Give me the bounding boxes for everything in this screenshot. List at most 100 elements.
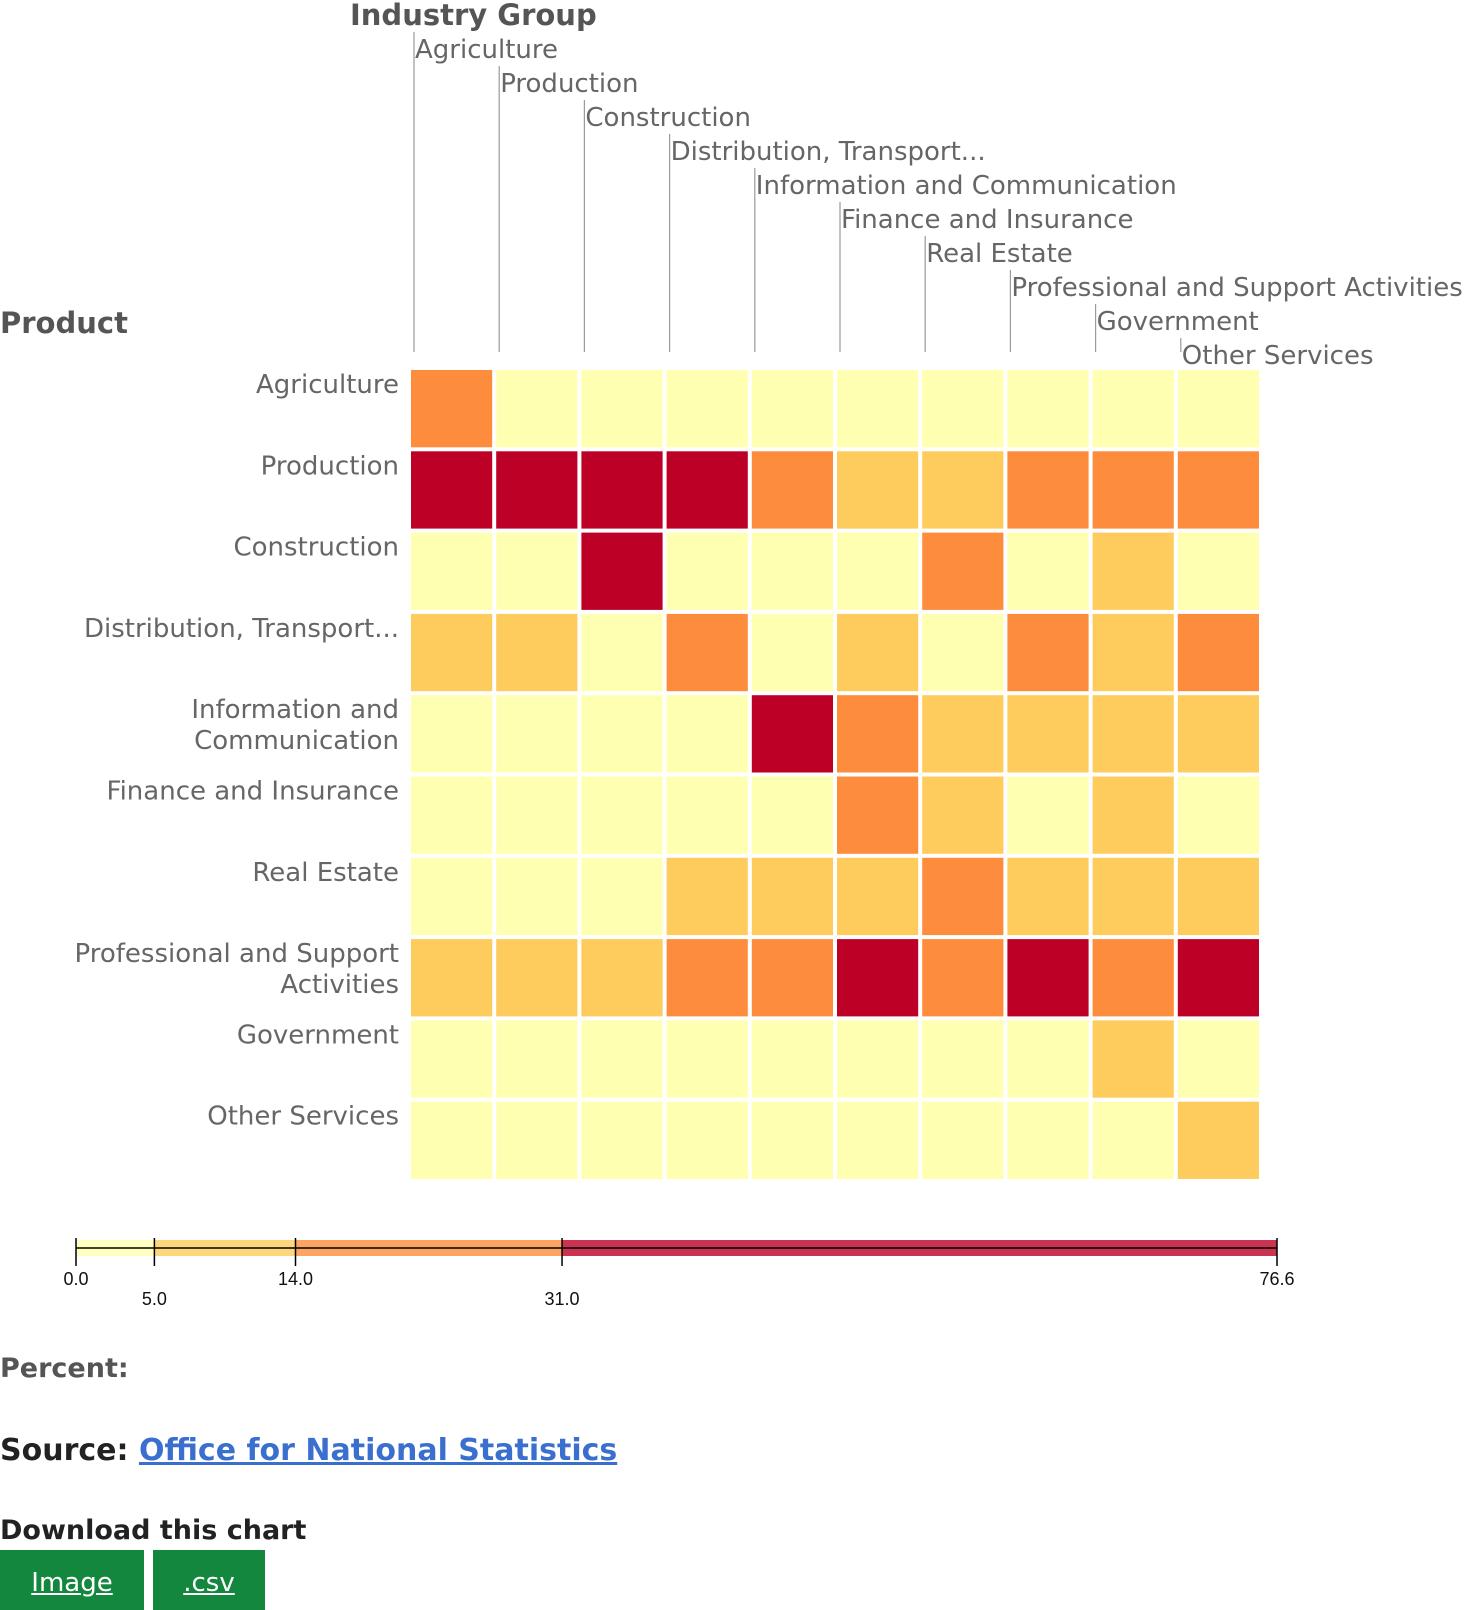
heatmap-cell[interactable] (1092, 532, 1174, 610)
heatmap-cell[interactable] (411, 695, 493, 773)
heatmap-cell[interactable] (922, 776, 1004, 854)
heatmap-cell[interactable] (1007, 370, 1089, 448)
heatmap-cell[interactable] (751, 1101, 833, 1179)
heatmap-cell[interactable] (411, 1101, 493, 1179)
heatmap-cell[interactable] (411, 451, 493, 529)
heatmap-cell[interactable] (1092, 1101, 1174, 1179)
heatmap-cell[interactable] (751, 370, 833, 448)
heatmap-cell[interactable] (496, 1101, 578, 1179)
heatmap-cell[interactable] (496, 613, 578, 692)
heatmap-cell[interactable] (1007, 776, 1089, 854)
heatmap-cell[interactable] (1177, 857, 1259, 936)
heatmap-cell[interactable] (666, 776, 748, 854)
heatmap-cell[interactable] (581, 695, 663, 773)
heatmap-cell[interactable] (837, 1101, 919, 1179)
heatmap-cell[interactable] (837, 939, 919, 1017)
heatmap-cell[interactable] (837, 532, 919, 610)
heatmap-cell[interactable] (581, 1101, 663, 1179)
heatmap-cell[interactable] (666, 1101, 748, 1179)
heatmap-cell[interactable] (751, 776, 833, 854)
heatmap-cell[interactable] (751, 695, 833, 773)
heatmap-cell[interactable] (837, 451, 919, 529)
heatmap-cell[interactable] (581, 1020, 663, 1098)
heatmap-cell[interactable] (1177, 1020, 1259, 1098)
heatmap-cell[interactable] (1177, 1101, 1259, 1179)
heatmap-cell[interactable] (496, 451, 578, 529)
heatmap-cell[interactable] (922, 857, 1004, 936)
heatmap-cell[interactable] (581, 532, 663, 610)
heatmap-cell[interactable] (1007, 451, 1089, 529)
heatmap-cell[interactable] (1092, 451, 1174, 529)
download-image-button[interactable]: Image (0, 1550, 144, 1610)
heatmap-cell[interactable] (922, 695, 1004, 773)
download-csv-button[interactable]: .csv (153, 1550, 265, 1610)
heatmap-cell[interactable] (411, 776, 493, 854)
heatmap-cell[interactable] (751, 451, 833, 529)
heatmap-cell[interactable] (666, 451, 748, 529)
heatmap-cell[interactable] (1177, 613, 1259, 692)
heatmap-cell[interactable] (496, 776, 578, 854)
heatmap-cell[interactable] (922, 370, 1004, 448)
heatmap-cell[interactable] (1177, 370, 1259, 448)
heatmap-cell[interactable] (666, 1020, 748, 1098)
heatmap-cell[interactable] (837, 370, 919, 448)
heatmap-cell[interactable] (411, 532, 493, 610)
heatmap-cell[interactable] (411, 1020, 493, 1098)
heatmap-cell[interactable] (581, 370, 663, 448)
heatmap-cell[interactable] (496, 370, 578, 448)
heatmap-cell[interactable] (922, 939, 1004, 1017)
heatmap-cell[interactable] (922, 451, 1004, 529)
heatmap-cell[interactable] (1007, 857, 1089, 936)
heatmap-cell[interactable] (411, 939, 493, 1017)
heatmap-cell[interactable] (581, 857, 663, 936)
heatmap-cell[interactable] (922, 1020, 1004, 1098)
heatmap-cell[interactable] (666, 857, 748, 936)
heatmap-cell[interactable] (922, 532, 1004, 610)
heatmap-cell[interactable] (1092, 776, 1174, 854)
heatmap-cell[interactable] (1007, 695, 1089, 773)
heatmap-cell[interactable] (411, 370, 493, 448)
source-link[interactable]: Office for National Statistics (138, 1433, 618, 1468)
heatmap-cell[interactable] (1007, 532, 1089, 610)
heatmap-cell[interactable] (666, 939, 748, 1017)
heatmap-cell[interactable] (1177, 695, 1259, 773)
heatmap-cell[interactable] (411, 857, 493, 936)
heatmap-cell[interactable] (666, 695, 748, 773)
heatmap-cell[interactable] (411, 613, 493, 692)
heatmap-cell[interactable] (666, 370, 748, 448)
heatmap-cell[interactable] (1092, 939, 1174, 1017)
heatmap-cell[interactable] (581, 613, 663, 692)
heatmap-cell[interactable] (1177, 939, 1259, 1017)
heatmap-cell[interactable] (1007, 613, 1089, 692)
heatmap-cell[interactable] (496, 857, 578, 936)
heatmap-cell[interactable] (1007, 1101, 1089, 1179)
heatmap-cell[interactable] (496, 1020, 578, 1098)
heatmap-cell[interactable] (581, 451, 663, 529)
heatmap-cell[interactable] (1092, 613, 1174, 692)
heatmap-cell[interactable] (837, 857, 919, 936)
heatmap-cell[interactable] (751, 1020, 833, 1098)
heatmap-cell[interactable] (496, 695, 578, 773)
heatmap-cell[interactable] (666, 613, 748, 692)
heatmap-cell[interactable] (1092, 857, 1174, 936)
heatmap-cell[interactable] (581, 939, 663, 1017)
heatmap-cell[interactable] (1177, 451, 1259, 529)
heatmap-cell[interactable] (1177, 776, 1259, 854)
heatmap-cell[interactable] (1092, 370, 1174, 448)
heatmap-cell[interactable] (1092, 1020, 1174, 1098)
heatmap-cell[interactable] (496, 532, 578, 610)
heatmap-cell[interactable] (751, 939, 833, 1017)
heatmap-cell[interactable] (837, 1020, 919, 1098)
heatmap-cell[interactable] (1092, 695, 1174, 773)
heatmap-cell[interactable] (1007, 1020, 1089, 1098)
heatmap-cell[interactable] (922, 613, 1004, 692)
heatmap-cell[interactable] (922, 1101, 1004, 1179)
heatmap-cell[interactable] (751, 613, 833, 692)
heatmap-cell[interactable] (837, 776, 919, 854)
heatmap-cell[interactable] (581, 776, 663, 854)
heatmap-cell[interactable] (1007, 939, 1089, 1017)
heatmap-cell[interactable] (1177, 532, 1259, 610)
heatmap-cell[interactable] (837, 695, 919, 773)
heatmap-cell[interactable] (751, 857, 833, 936)
heatmap-cell[interactable] (496, 939, 578, 1017)
